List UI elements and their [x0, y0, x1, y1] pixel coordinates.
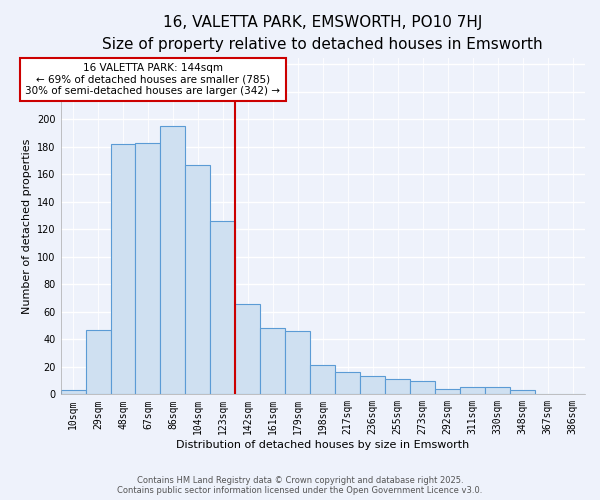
- Y-axis label: Number of detached properties: Number of detached properties: [22, 138, 32, 314]
- Bar: [310, 366, 335, 394]
- Text: Contains HM Land Registry data © Crown copyright and database right 2025.
Contai: Contains HM Land Registry data © Crown c…: [118, 476, 482, 495]
- Bar: [385, 379, 410, 394]
- Bar: [410, 380, 435, 394]
- Bar: [110, 144, 136, 395]
- Bar: [335, 372, 360, 394]
- Bar: [260, 328, 286, 394]
- Text: 16 VALETTA PARK: 144sqm
← 69% of detached houses are smaller (785)
30% of semi-d: 16 VALETTA PARK: 144sqm ← 69% of detache…: [25, 63, 280, 96]
- Bar: [286, 331, 310, 394]
- Bar: [510, 390, 535, 394]
- Bar: [235, 304, 260, 394]
- Bar: [185, 165, 211, 394]
- Bar: [485, 388, 510, 394]
- Bar: [211, 221, 235, 394]
- Bar: [160, 126, 185, 394]
- Title: 16, VALETTA PARK, EMSWORTH, PO10 7HJ
Size of property relative to detached house: 16, VALETTA PARK, EMSWORTH, PO10 7HJ Siz…: [103, 15, 543, 52]
- Bar: [460, 388, 485, 394]
- X-axis label: Distribution of detached houses by size in Emsworth: Distribution of detached houses by size …: [176, 440, 469, 450]
- Bar: [86, 330, 110, 394]
- Bar: [360, 376, 385, 394]
- Bar: [61, 390, 86, 394]
- Bar: [136, 143, 160, 395]
- Bar: [435, 389, 460, 394]
